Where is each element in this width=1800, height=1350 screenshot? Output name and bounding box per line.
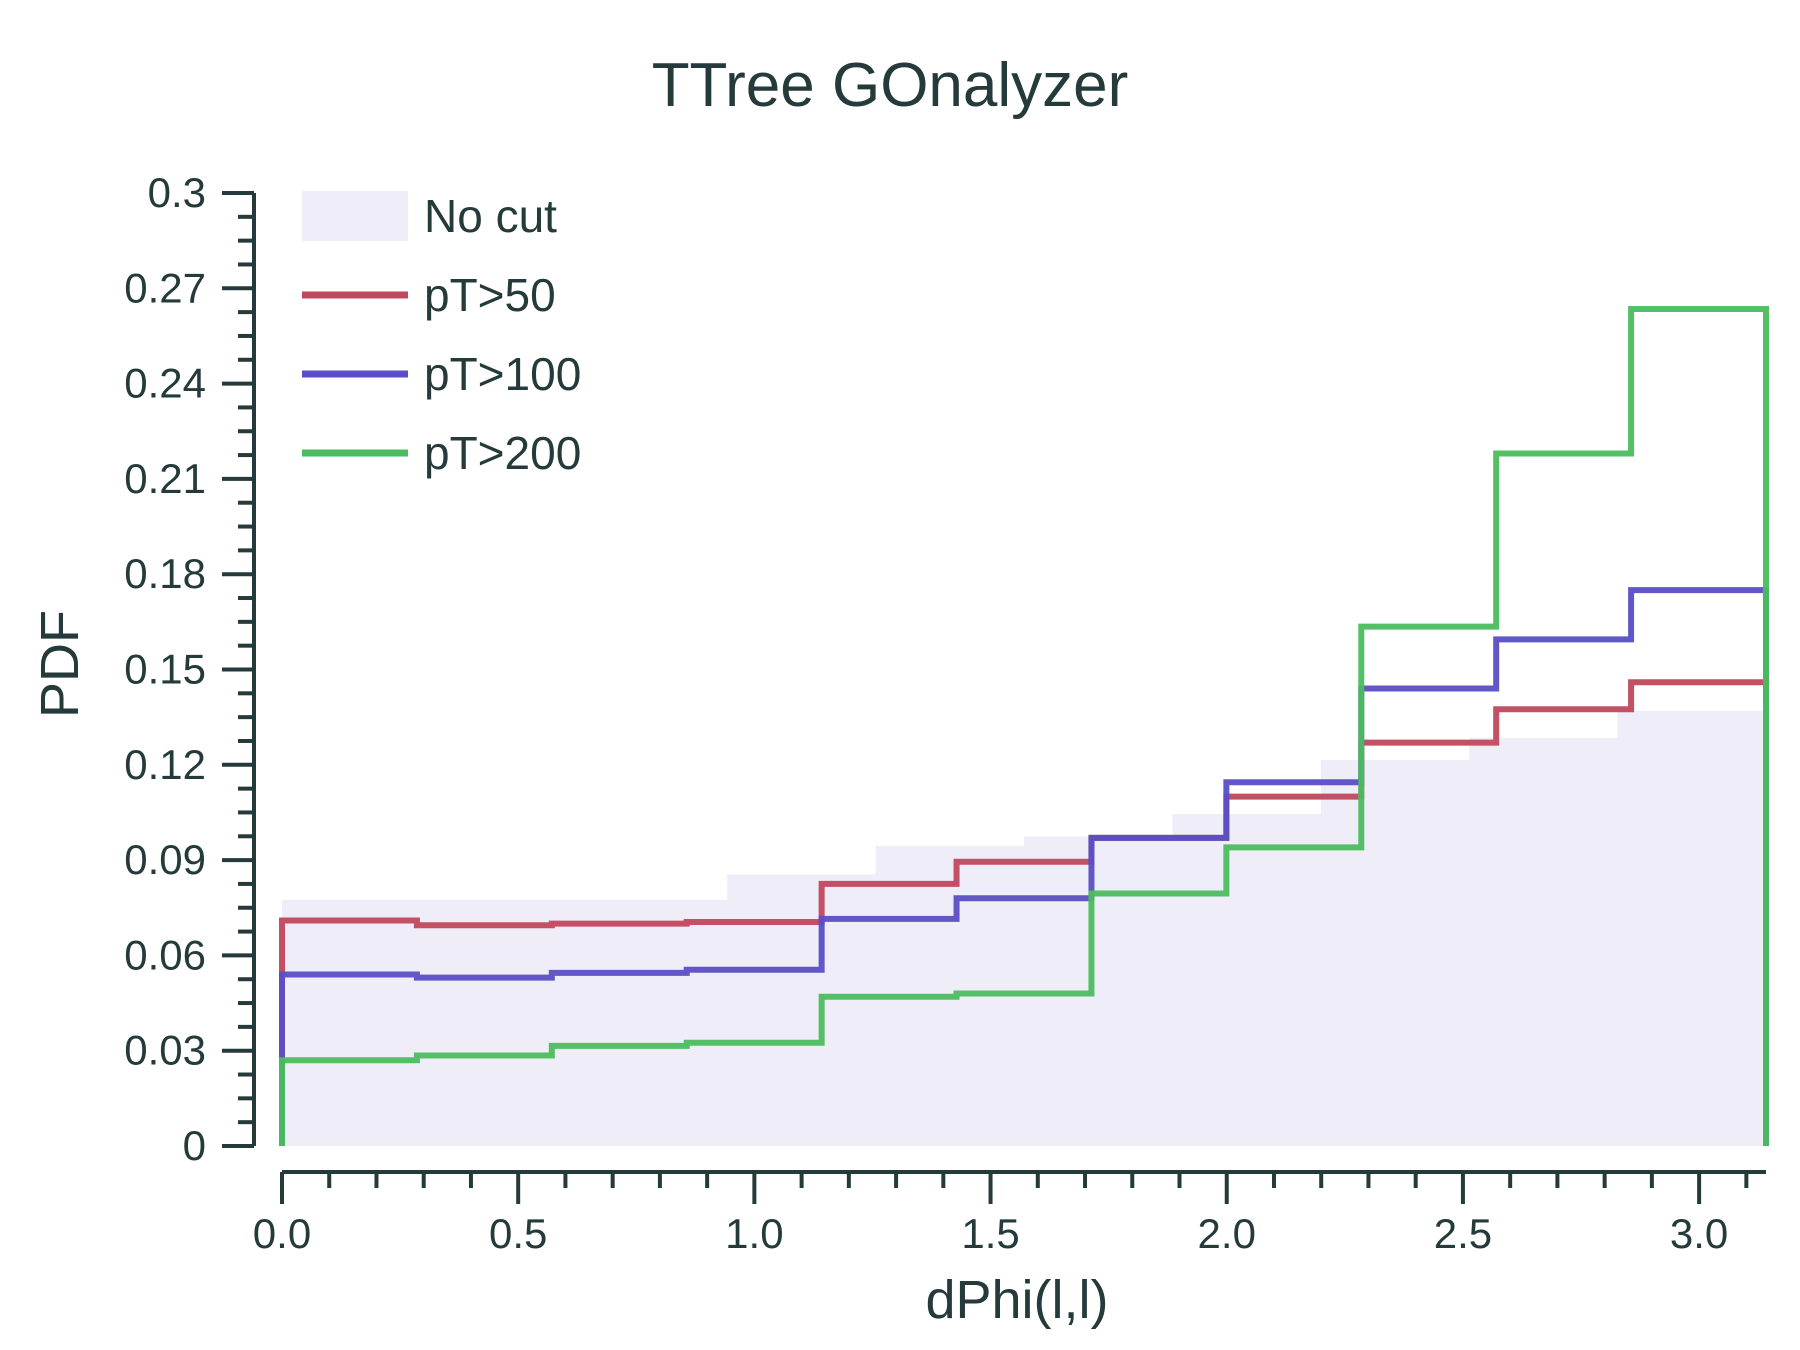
x-tick-label: 2.5 [1434,1210,1492,1257]
y-tick-label: 0.06 [124,931,206,978]
bar-no-cut-7 [1320,760,1470,1146]
y-tick-label: 0.21 [124,455,206,502]
x-axis: 0.0 0.5 1.0 1.5 2.0 2.5 3.0 [253,1170,1766,1257]
plot-area [279,305,1769,1146]
y-tick-label: 0.27 [124,264,206,311]
bar-no-cut-9 [1617,710,1767,1146]
x-tick-label: 0.0 [253,1210,311,1257]
y-tick-label: 0.09 [124,836,206,883]
legend-swatch-no-cut [302,191,408,241]
y-tick-label: 0.03 [124,1027,206,1074]
y-tick-label: 0 [183,1122,206,1169]
legend-label-pt-100: pT>100 [424,348,581,400]
y-axis: 0 0.03 0.06 0.09 0.12 0.15 0.18 0.21 0.24 0.27 0.3 [124,169,256,1169]
bar-no-cut-1 [430,899,580,1146]
x-tick-label: 1.5 [961,1210,1019,1257]
x-tick-label: 1.0 [725,1210,783,1257]
series-line-pt-100 [279,587,1769,1146]
y-tick-label: 0.15 [124,646,206,693]
bar-no-cut-0 [282,899,431,1146]
legend: No cut pT>50 pT>100 pT>200 [302,190,581,479]
x-axis-title: dPhi(l,l) [925,1270,1108,1330]
series-line-pt-200 [279,305,1769,1146]
legend-label-pt-200: pT>200 [424,427,581,479]
x-tick-label: 0.5 [489,1210,547,1257]
y-tick-label: 0.18 [124,550,206,597]
x-tick-label: 3.0 [1670,1210,1728,1257]
legend-label-pt-50: pT>50 [424,269,556,321]
x-tick-label: 2.0 [1198,1210,1256,1257]
bar-no-cut-8 [1469,737,1619,1146]
bar-no-cut-6 [1172,814,1322,1146]
bar-no-cut-2 [578,899,728,1146]
y-tick-label: 0.3 [148,169,206,216]
chart-title: TTree GOnalyzer [652,51,1129,120]
series-line-pt-50 [279,679,1769,1146]
legend-label-no-cut: No cut [424,190,557,242]
y-tick-label: 0.12 [124,741,206,788]
y-tick-label: 0.24 [124,360,206,407]
bar-no-cut-3 [727,874,877,1146]
y-axis-title: PDF [30,610,90,718]
